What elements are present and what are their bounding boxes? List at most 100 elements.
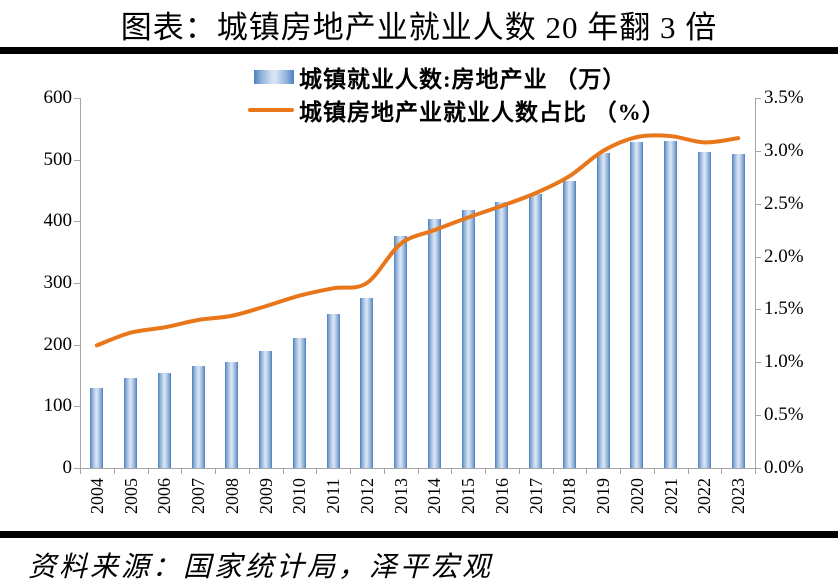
y-axis-right-tick-label: 2.0% — [764, 245, 804, 267]
x-axis-year-label: 2012 — [356, 478, 377, 514]
y-axis-right-tick-label: 3.0% — [764, 139, 804, 161]
page-title: 图表：城镇房地产业就业人数 20 年翻 3 倍 — [120, 10, 718, 45]
title-divider-rule — [0, 47, 838, 54]
bar — [427, 219, 441, 468]
bar — [529, 193, 543, 468]
y-axis-right-tick — [755, 150, 761, 152]
x-axis-year-label: 2016 — [491, 478, 512, 514]
x-axis-year-label: 2010 — [289, 478, 310, 514]
x-axis-year-label: 2011 — [323, 478, 344, 514]
bar — [292, 337, 306, 468]
y-axis-tick — [74, 283, 80, 284]
x-axis-tick — [653, 468, 655, 474]
x-axis-year-label: 2023 — [728, 478, 749, 514]
x-axis-year-label: 2018 — [559, 478, 580, 514]
y-axis-tick — [74, 221, 80, 223]
line-series-layer — [94, 133, 741, 348]
x-axis-year-label: 2022 — [694, 478, 715, 514]
x-axis-tick — [417, 468, 419, 474]
y-axis-tick-label: 300 — [43, 272, 73, 293]
x-axis-tick — [721, 468, 723, 474]
bar — [562, 180, 576, 468]
bar-series-label: 城镇就业人数:房地产业 （万） — [299, 66, 627, 92]
x-axis-tick — [282, 468, 284, 474]
x-axis-tick — [215, 468, 216, 474]
y-axis-tick-label: 600 — [43, 87, 73, 108]
y-axis-left — [80, 98, 81, 469]
y-axis-right-tick-label: 0.5% — [764, 404, 804, 426]
bar — [630, 142, 644, 468]
x-axis-year-label: 2019 — [593, 478, 614, 514]
y-axis-tick-label: 400 — [43, 210, 73, 232]
x-axis-tick — [113, 468, 115, 474]
x-axis-year-label: 2013 — [390, 478, 411, 514]
bar — [731, 154, 745, 468]
y-axis-tick-label: 500 — [43, 148, 73, 170]
legend-item-bars: 城镇就业人数:房地产业 （万） — [246, 60, 666, 93]
y-axis-right-tick — [755, 468, 761, 469]
bar — [596, 152, 610, 468]
x-axis-year-label: 2015 — [458, 478, 479, 514]
bar — [394, 236, 408, 468]
y-axis-right-tick-label: 2.5% — [764, 192, 804, 214]
bar — [90, 387, 104, 468]
plot-area — [74, 98, 761, 474]
legend-item-line: 城镇房地产业就业人数占比 （%） — [246, 93, 666, 126]
y-axis-tick — [74, 468, 80, 469]
x-axis-tick — [485, 468, 486, 474]
bar — [157, 373, 171, 468]
x-axis-tick — [181, 468, 183, 474]
x-axis-tick — [147, 468, 149, 474]
y-axis-tick — [74, 406, 80, 408]
x-axis-year-label: 2017 — [525, 478, 546, 514]
y-axis-right-tick-label: 0.0% — [764, 457, 804, 478]
x-axis-year-label: 2007 — [188, 478, 209, 514]
x-axis-tick — [755, 468, 756, 474]
x-axis-tick — [552, 468, 554, 474]
y-axis-right-tick — [755, 256, 761, 258]
bar — [326, 314, 340, 468]
footer-divider-rule — [0, 531, 838, 538]
x-axis-tick — [518, 468, 520, 474]
x-axis-year-label: 2005 — [120, 478, 141, 514]
line-series-swatch — [248, 107, 294, 112]
bar — [191, 365, 205, 468]
bar — [124, 377, 138, 468]
y-axis-tick — [74, 159, 80, 161]
y-axis-right-tick — [755, 203, 761, 205]
y-axis-right-tick-label: 3.5% — [764, 87, 804, 108]
y-axis-tick-label: 0 — [62, 457, 73, 478]
bar — [461, 210, 475, 468]
bar — [697, 151, 711, 468]
legend: 城镇就业人数:房地产业 （万） 城镇房地产业就业人数占比 （%） — [246, 60, 666, 126]
y-axis-right-tick — [755, 309, 761, 311]
source-note: 资料来源：国家统计局，泽平宏观 — [28, 552, 494, 583]
y-axis-tick — [74, 98, 80, 99]
y-axis-right-tick-label: 1.0% — [764, 351, 804, 373]
x-axis-tick — [350, 468, 351, 474]
y-axis-tick — [74, 344, 80, 346]
x-axis-tick — [248, 468, 250, 474]
bar — [259, 350, 273, 468]
bar — [664, 141, 678, 468]
y-axis-right-tick-label: 1.5% — [764, 298, 804, 320]
x-axis-year-label: 2004 — [86, 478, 107, 514]
x-axis-year-label: 2014 — [424, 478, 445, 514]
bar — [360, 298, 374, 468]
x-axis-tick — [586, 468, 588, 474]
y-axis-tick-label: 100 — [43, 395, 73, 417]
x-axis-tick — [316, 468, 318, 474]
line-series-label: 城镇房地产业就业人数占比 （%） — [299, 99, 666, 125]
line-series-path — [94, 133, 741, 348]
bar — [495, 201, 509, 468]
x-axis-tick — [383, 468, 385, 474]
x-axis-tick — [451, 468, 453, 474]
x-axis-year-label: 2006 — [154, 478, 175, 514]
x-axis-tick — [620, 468, 621, 474]
bar — [225, 361, 239, 468]
y-axis-right-tick — [755, 415, 761, 417]
x-axis-year-label: 2021 — [660, 478, 681, 514]
x-axis-tick — [687, 468, 689, 474]
x-axis-year-label: 2008 — [221, 478, 242, 514]
